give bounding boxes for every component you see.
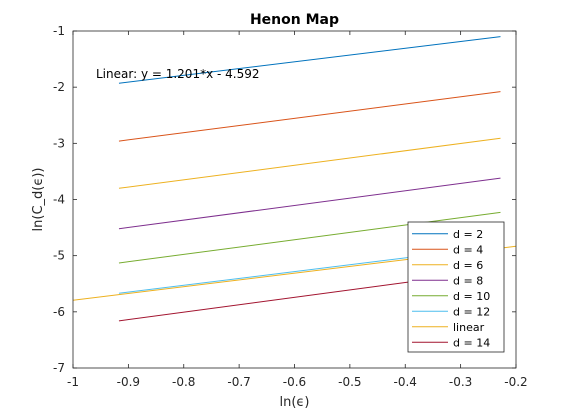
y-tick-label: -5 (53, 249, 65, 263)
x-tick-label: -0.3 (449, 375, 472, 389)
y-tick-label: -6 (53, 305, 65, 319)
fit-annotation: Linear: y = 1.201*x - 4.592 (96, 67, 260, 81)
x-tick-label: -0.5 (338, 375, 361, 389)
x-tick-label: -0.9 (117, 375, 140, 389)
x-tick-label: -0.8 (172, 375, 195, 389)
legend-label: d = 4 (453, 243, 483, 256)
y-tick-label: -2 (53, 80, 65, 94)
legend-label: linear (453, 321, 485, 334)
legend-label: d = 2 (453, 228, 483, 241)
y-tick-label: -3 (53, 136, 65, 150)
legend: d = 2 d = 4 d = 6 d = 8 d = 10 d = 12 linear d … (408, 222, 504, 352)
legend-label: d = 12 (453, 305, 490, 318)
y-axis-label: ln(C_d(ϵ)) (31, 168, 46, 232)
legend-label: d = 8 (453, 274, 483, 287)
y-tick-label: -4 (53, 193, 65, 207)
x-tick-label: -0.2 (504, 375, 527, 389)
x-tick-label: -0.7 (227, 375, 250, 389)
y-tick-label: -1 (53, 24, 65, 38)
legend-label: d = 10 (453, 290, 490, 303)
legend-label: d = 6 (453, 259, 483, 272)
y-tick-label: -7 (53, 361, 65, 375)
chart-title: Henon Map (250, 12, 339, 28)
legend-label: d = 14 (453, 336, 490, 349)
x-tick-label: -0.6 (283, 375, 306, 389)
x-tick-label: -1 (67, 375, 79, 389)
x-axis-label: ln(ϵ) (280, 395, 310, 410)
x-tick-label: -0.4 (394, 375, 417, 389)
